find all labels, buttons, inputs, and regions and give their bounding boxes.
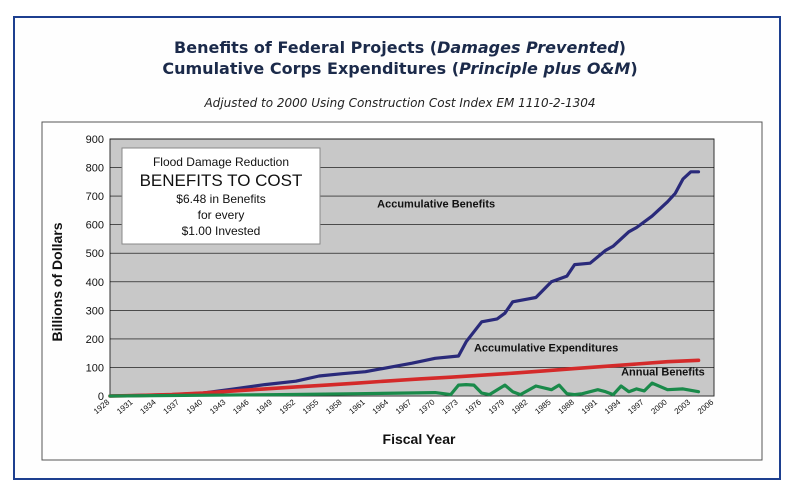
- chart-title-line1: Benefits of Federal Projects (Damages Pr…: [174, 38, 626, 57]
- x-tick-label: 1934: [138, 397, 158, 416]
- y-tick-label: 900: [86, 134, 104, 146]
- series-lines: [108, 170, 701, 398]
- x-tick-label: 1976: [464, 397, 484, 416]
- y-tick-label: 100: [86, 362, 104, 374]
- x-tick-label: 1958: [324, 397, 344, 416]
- x-tick-label: 1964: [371, 397, 391, 416]
- x-tick-label: 1985: [533, 397, 553, 416]
- y-tick-label: 800: [86, 163, 104, 175]
- x-tick-label: 1961: [347, 397, 367, 416]
- chart-subtitle: Adjusted to 2000 Using Construction Cost…: [204, 96, 596, 110]
- y-tick-label: 600: [86, 220, 104, 232]
- x-axis-ticks: 1928 1931 1934 1937 1940 1943 1946 1949 1952 1955…: [92, 397, 716, 416]
- callout-line4: for every: [198, 208, 245, 222]
- x-tick-label: 1946: [231, 397, 251, 416]
- callout-line1: Flood Damage Reduction: [153, 155, 289, 169]
- x-tick-label: 1997: [626, 397, 646, 416]
- accumulative-expenditures-line: [108, 358, 701, 398]
- chart-area-border: [41, 121, 763, 461]
- accumulative-benefits-line: [108, 170, 701, 398]
- callout-line3: $6.48 in Benefits: [176, 192, 265, 206]
- x-tick-label: 1940: [185, 397, 205, 416]
- x-tick-label: 1991: [580, 397, 600, 416]
- x-tick-label: 1952: [278, 397, 298, 416]
- annotation-accumulative-benefits: Accumulative Benefits: [377, 199, 495, 211]
- x-tick-label: 1967: [394, 397, 414, 416]
- annotation-annual-benefits: Annual Benefits: [621, 366, 705, 378]
- x-tick-label: 1955: [301, 397, 321, 416]
- y-tick-label: 500: [86, 248, 104, 260]
- annotation-accumulative-expenditures: Accumulative Expenditures: [474, 343, 618, 355]
- x-tick-label: 2003: [673, 397, 693, 416]
- x-tick-label: 1970: [417, 397, 437, 416]
- x-tick-label: 1928: [92, 397, 112, 416]
- x-tick-label: 1979: [487, 397, 507, 416]
- x-tick-label: 1982: [510, 397, 530, 416]
- y-axis-ticks: 0 100 200 300 400 500 600 700 800 900: [86, 134, 104, 403]
- x-tick-label: 1943: [208, 397, 228, 416]
- x-tick-label: 1973: [440, 397, 460, 416]
- chart-title-line2: Cumulative Corps Expenditures (Principle…: [162, 59, 638, 78]
- y-tick-label: 200: [86, 334, 104, 346]
- series-annotations: Accumulative Benefits Accumulative Expend…: [377, 199, 705, 379]
- x-tick-label: 1931: [115, 397, 135, 416]
- callout-line2: BENEFITS TO COST: [140, 171, 303, 190]
- x-axis-label: Fiscal Year: [383, 431, 456, 447]
- callout-line5: $1.00 Invested: [182, 224, 261, 238]
- y-tick-label: 400: [86, 277, 104, 289]
- x-tick-label: 2000: [649, 397, 669, 416]
- y-tick-label: 300: [86, 305, 104, 317]
- x-tick-label: 1949: [254, 397, 274, 416]
- x-tick-label: 1988: [556, 397, 576, 416]
- x-tick-label: 2006: [696, 397, 716, 416]
- y-axis-label: Billions of Dollars: [49, 222, 65, 341]
- x-tick-label: 1937: [162, 397, 182, 416]
- x-tick-label: 1994: [603, 397, 623, 416]
- callout-box: Flood Damage Reduction BENEFITS TO COST …: [121, 147, 321, 245]
- annual-benefits-line: [108, 381, 701, 398]
- y-tick-label: 0: [98, 391, 104, 403]
- y-tick-label: 700: [86, 191, 104, 203]
